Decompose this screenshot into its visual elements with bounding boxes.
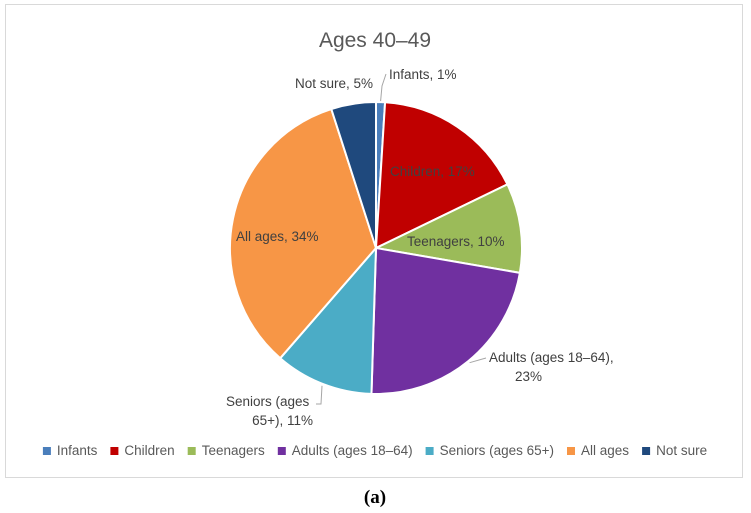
pie-slice-children	[374, 101, 509, 250]
pie-slice-seniors-ages-65	[278, 245, 378, 395]
pie-slice-adults-ages-18-64	[370, 246, 522, 395]
legend-label-children: Children	[124, 443, 174, 458]
legend: Infants Children Teenagers Adults (ages 18–…	[42, 443, 707, 458]
legend-label-not-sure: Not sure	[656, 443, 707, 458]
legend-swatch-not-sure	[642, 447, 651, 455]
legend-swatch-adults-ages-18-64	[277, 447, 286, 455]
pie-slice-not-sure	[330, 100, 377, 249]
legend-swatch-all-ages	[567, 447, 575, 455]
legend-swatch-infants	[42, 447, 51, 455]
legend-swatch-teenagers	[187, 447, 196, 455]
pie-slice-all-ages	[229, 107, 378, 360]
pie-slices	[229, 100, 523, 395]
data-label-not-sure: Not sure, 5%	[295, 76, 373, 91]
pie-slice-teenagers	[372, 183, 523, 275]
data-label-adults-line2: 23%	[515, 369, 542, 384]
legend-label-all-ages: All ages	[581, 443, 629, 458]
data-label-seniors-line2: 65+), 11%	[252, 413, 313, 428]
figure-caption: (a)	[364, 487, 386, 508]
legend-label-infants: Infants	[57, 443, 98, 458]
data-label-children: Children, 17%	[390, 164, 475, 179]
leader-lines	[316, 73, 487, 405]
data-label-seniors-line1: Seniors (ages	[226, 394, 310, 409]
legend-swatch-children	[110, 447, 119, 455]
data-label-all-ages: All ages, 34%	[236, 229, 319, 244]
legend-swatch-seniors-ages-65	[425, 447, 434, 455]
leader-line-infants	[380, 73, 387, 102]
data-label-infants: Infants, 1%	[389, 67, 457, 82]
data-label-adults: Adults (ages 18–64), 23%	[489, 350, 617, 384]
legend-label-teenagers: Teenagers	[202, 443, 265, 458]
chart-title: Ages 40–49	[319, 29, 431, 52]
leader-line-adults	[469, 357, 487, 364]
legend-label-seniors-ages-65: Seniors (ages 65+)	[440, 443, 554, 458]
data-label-teenagers: Teenagers, 10%	[407, 234, 505, 249]
legend-label-adults-ages-18-64: Adults (ages 18–64)	[292, 443, 413, 458]
leader-line-seniors	[316, 385, 323, 405]
data-label-adults-line1: Adults (ages 18–64),	[489, 350, 614, 365]
data-label-seniors: Seniors (ages 65+), 11%	[226, 394, 313, 428]
